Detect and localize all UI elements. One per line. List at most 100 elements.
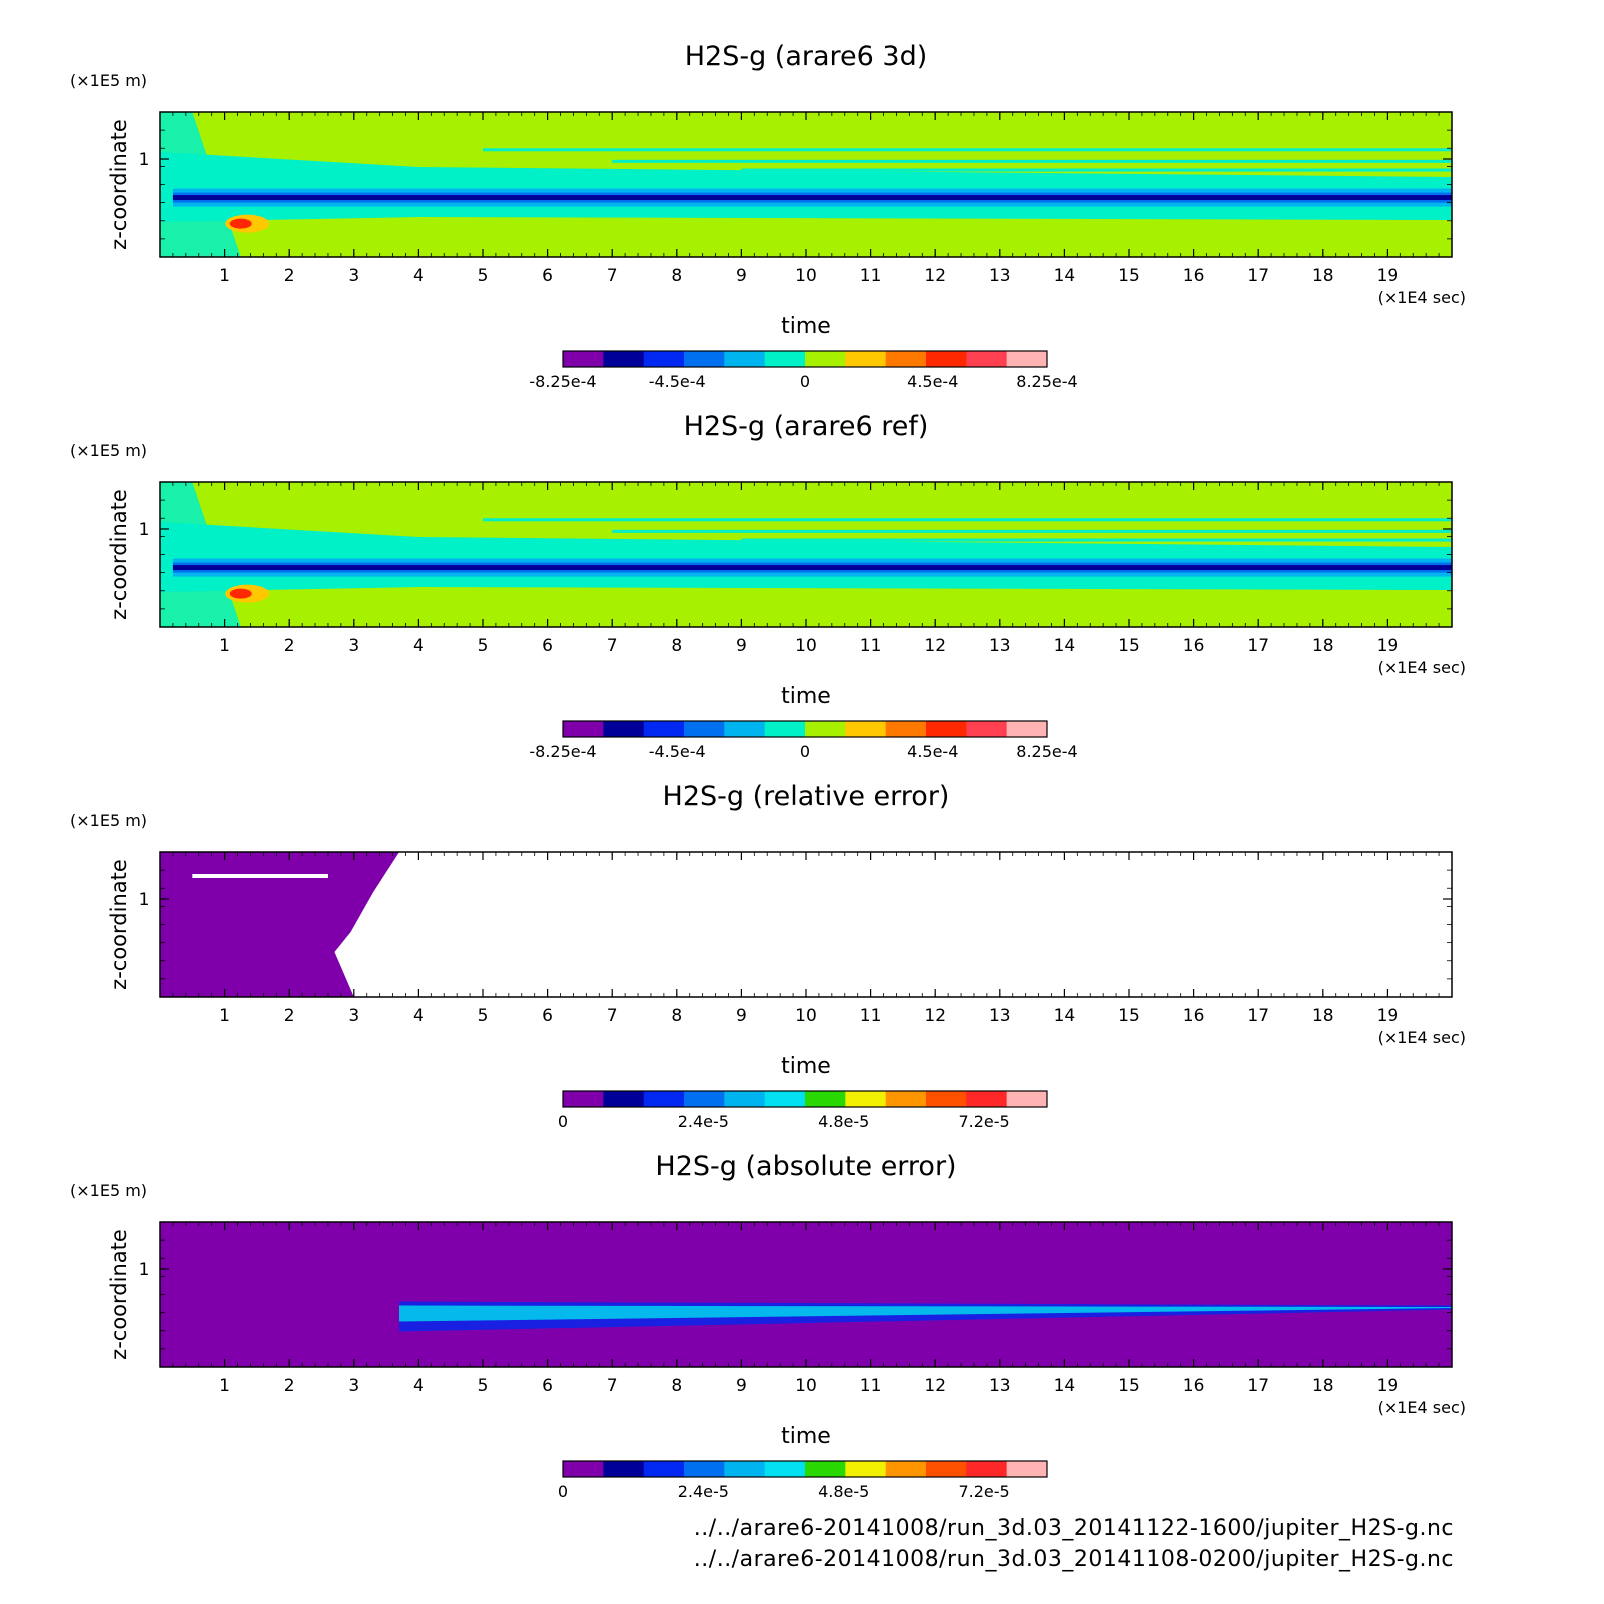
x-tick-label: 4 <box>413 636 424 656</box>
colorbar-swatch <box>926 1091 967 1107</box>
colorbar-swatch <box>563 721 604 737</box>
x-tick-label: 1 <box>219 636 230 656</box>
colorbar-frame <box>562 1460 1048 1478</box>
x-tick-label: 19 <box>1377 636 1399 656</box>
heatmap-field <box>160 482 1452 627</box>
x-tick-label: 15 <box>1118 636 1140 656</box>
y-axis-unit: (×1E5 m) <box>70 1181 147 1200</box>
colorbar-swatch <box>845 351 887 367</box>
colorbar-swatch <box>966 721 1008 737</box>
x-tick-label: 6 <box>542 1376 553 1396</box>
colorbar-swatch <box>724 351 766 367</box>
x-tick-label: 16 <box>1183 266 1205 286</box>
x-tick-label: 7 <box>607 636 618 656</box>
x-tick-label: 17 <box>1247 636 1269 656</box>
colorbar-swatch <box>926 1461 967 1477</box>
x-tick-label: 1 <box>219 1006 230 1026</box>
x-tick-label: 14 <box>1054 1376 1076 1396</box>
x-tick-label: 1 <box>219 1376 230 1396</box>
x-tick-label: 15 <box>1118 1006 1140 1026</box>
colorbar-swatch <box>1006 351 1048 367</box>
x-tick-label: 12 <box>924 1376 946 1396</box>
field-error-core <box>399 1305 1452 1322</box>
x-tick-label: 3 <box>348 1376 359 1396</box>
field-stripe <box>612 159 1452 163</box>
colorbar-tick-label: 0 <box>800 372 810 391</box>
y-tick-label: 1 <box>139 520 150 540</box>
colorbar-tick-label: 7.2e-5 <box>958 1112 1009 1131</box>
colorbar-tick-label: 4.5e-4 <box>907 372 958 391</box>
colorbar-swatch <box>845 1461 887 1477</box>
y-axis-label: z-coordinate <box>107 119 131 250</box>
x-tick-label: 4 <box>413 266 424 286</box>
x-tick-label: 9 <box>736 1006 747 1026</box>
x-axis-unit: (×1E4 sec) <box>1378 288 1466 307</box>
colorbar-swatch <box>563 1091 604 1107</box>
heatmap-field <box>160 1222 1452 1367</box>
field-blob-inner <box>229 218 252 229</box>
x-tick-label: 18 <box>1312 1376 1334 1396</box>
colorbar-swatch <box>764 1091 806 1107</box>
colorbar-swatch <box>603 1091 645 1107</box>
y-axis-label: z-coordinate <box>107 489 131 620</box>
x-tick-label: 10 <box>795 1376 817 1396</box>
x-tick-label: 5 <box>478 266 489 286</box>
x-axis-unit: (×1E4 sec) <box>1378 1398 1466 1417</box>
x-tick-label: 17 <box>1247 1376 1269 1396</box>
x-axis-unit: (×1E4 sec) <box>1378 1028 1466 1047</box>
x-tick-label: 10 <box>795 266 817 286</box>
colorbar-swatch <box>643 1091 685 1107</box>
x-tick-label: 18 <box>1312 266 1334 286</box>
x-tick-label: 2 <box>284 1006 295 1026</box>
colorbar-swatch <box>805 721 846 737</box>
colorbar-swatch <box>643 1461 685 1477</box>
colorbar-swatch <box>603 351 645 367</box>
y-tick-label: 1 <box>139 1260 150 1280</box>
colorbar-swatch <box>684 1461 725 1477</box>
x-tick-label: 16 <box>1183 1006 1205 1026</box>
colorbar-swatch <box>966 351 1008 367</box>
x-tick-label: 9 <box>736 636 747 656</box>
x-tick-label: 14 <box>1054 636 1076 656</box>
colorbar-swatch <box>643 721 685 737</box>
y-axis-unit: (×1E5 m) <box>70 441 147 460</box>
x-tick-label: 2 <box>284 636 295 656</box>
field-region-zero <box>160 852 400 997</box>
x-tick-label: 5 <box>478 1006 489 1026</box>
colorbar-tick-label: 2.4e-5 <box>678 1482 729 1501</box>
x-tick-label: 10 <box>795 636 817 656</box>
x-tick-label: 17 <box>1247 1006 1269 1026</box>
x-tick-label: 13 <box>989 636 1011 656</box>
colorbar-swatch <box>885 721 927 737</box>
x-tick-label: 13 <box>989 1376 1011 1396</box>
x-tick-label: 12 <box>924 266 946 286</box>
colorbar-frame <box>562 1090 1048 1108</box>
colorbar-swatch <box>926 721 967 737</box>
x-tick-label: 18 <box>1312 1006 1334 1026</box>
colorbar-tick-label: -4.5e-4 <box>649 372 706 391</box>
colorbar-swatch <box>724 721 766 737</box>
x-tick-label: 16 <box>1183 636 1205 656</box>
x-tick-label: 14 <box>1054 1006 1076 1026</box>
x-tick-label: 5 <box>478 1376 489 1396</box>
field-gap <box>192 874 328 878</box>
x-tick-label: 2 <box>284 1376 295 1396</box>
colorbar-swatch <box>885 1091 927 1107</box>
chart-panel-4: H2S-g (absolute error) (×1E5 m) z-coordina… <box>70 1151 1466 1501</box>
x-tick-label: 7 <box>607 1376 618 1396</box>
y-axis-label: z-coordinate <box>107 859 131 990</box>
x-tick-label: 12 <box>924 636 946 656</box>
x-tick-label: 9 <box>736 266 747 286</box>
colorbar-tick-label: 0 <box>800 742 810 761</box>
x-tick-label: 6 <box>542 1006 553 1026</box>
colorbar-tick-label: 4.8e-5 <box>818 1112 869 1131</box>
colorbar-swatch <box>764 351 806 367</box>
chart-title: H2S-g (absolute error) <box>655 1151 956 1182</box>
y-axis-unit: (×1E5 m) <box>70 811 147 830</box>
chart-title: H2S-g (arare6 ref) <box>684 411 929 442</box>
x-axis-unit: (×1E4 sec) <box>1378 658 1466 677</box>
x-tick-label: 19 <box>1377 1376 1399 1396</box>
heatmap-field <box>160 112 1452 257</box>
